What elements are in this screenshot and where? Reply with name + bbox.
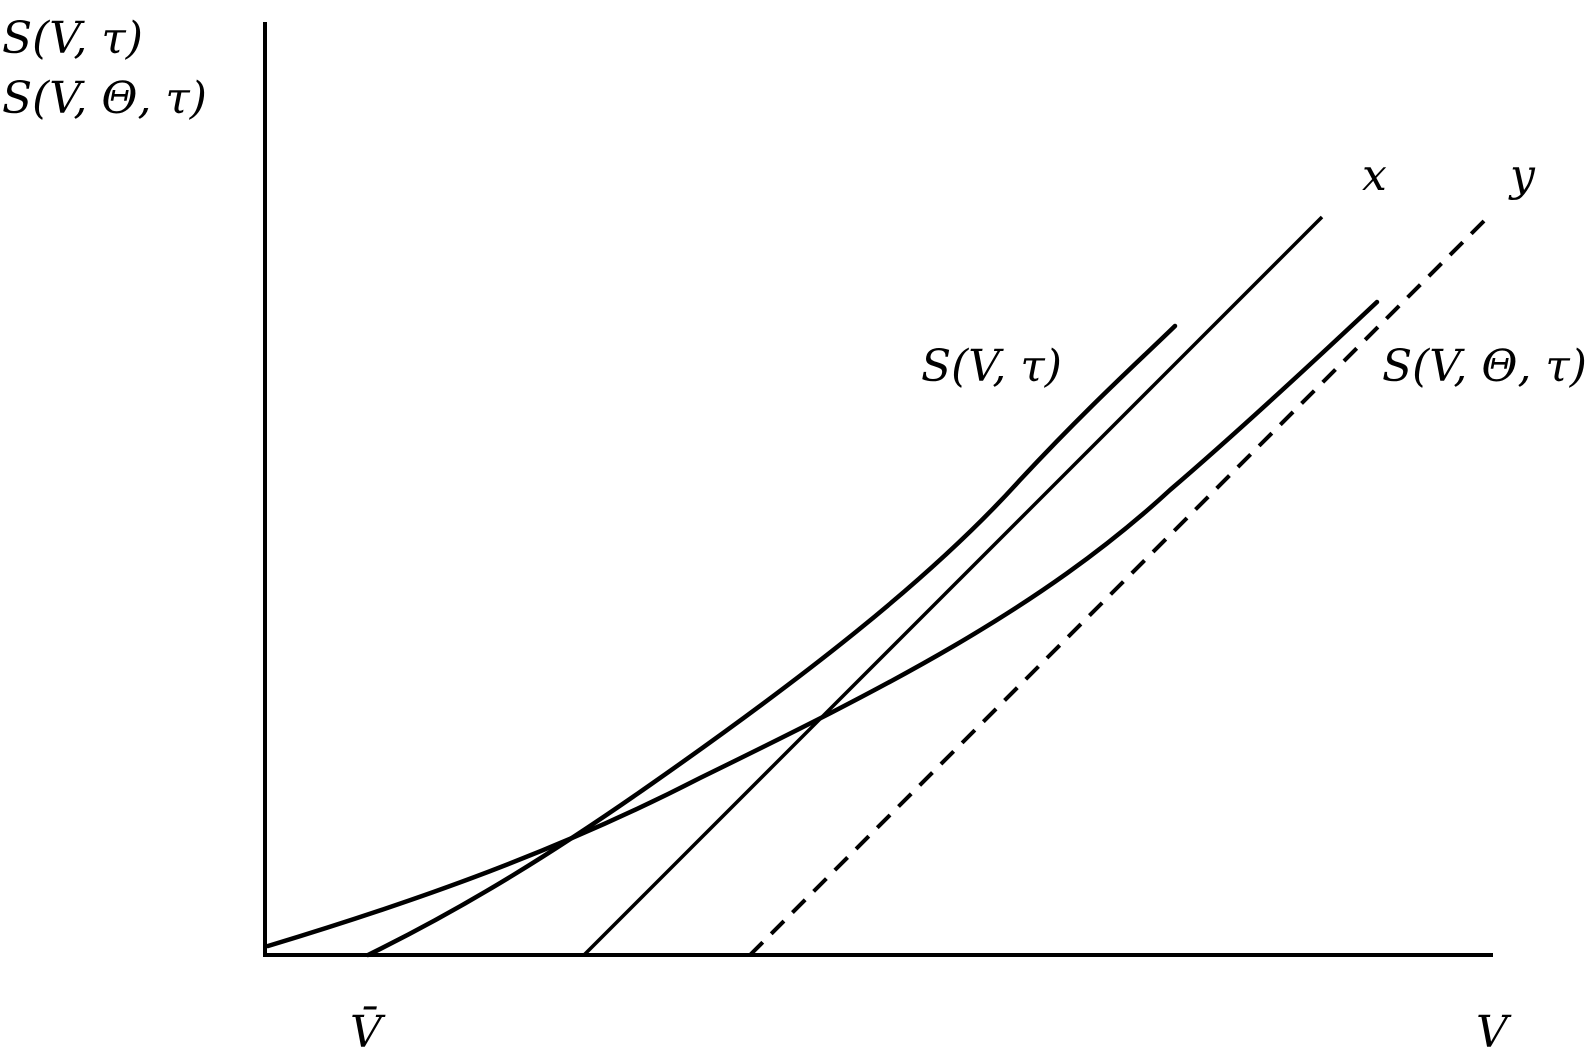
line-x-label: x: [1362, 150, 1387, 201]
line-y-label: y: [1508, 150, 1536, 201]
y-axis-label-line1: S(V, τ): [2, 13, 143, 64]
curve-s-v-tau-label: S(V, τ): [921, 341, 1062, 392]
v-bar-label: V̄: [350, 1005, 386, 1056]
curve-s-v-theta-tau-label: S(V, Θ, τ): [1382, 341, 1587, 392]
x-axis-label: V: [1476, 1007, 1512, 1056]
y-axis-label-line2: S(V, Θ, τ): [2, 73, 207, 124]
line-x: [582, 215, 1324, 957]
curve-s-v-theta-tau: [265, 299, 1380, 949]
line-y: [748, 215, 1490, 957]
curve-s-v-tau: [365, 323, 1178, 958]
